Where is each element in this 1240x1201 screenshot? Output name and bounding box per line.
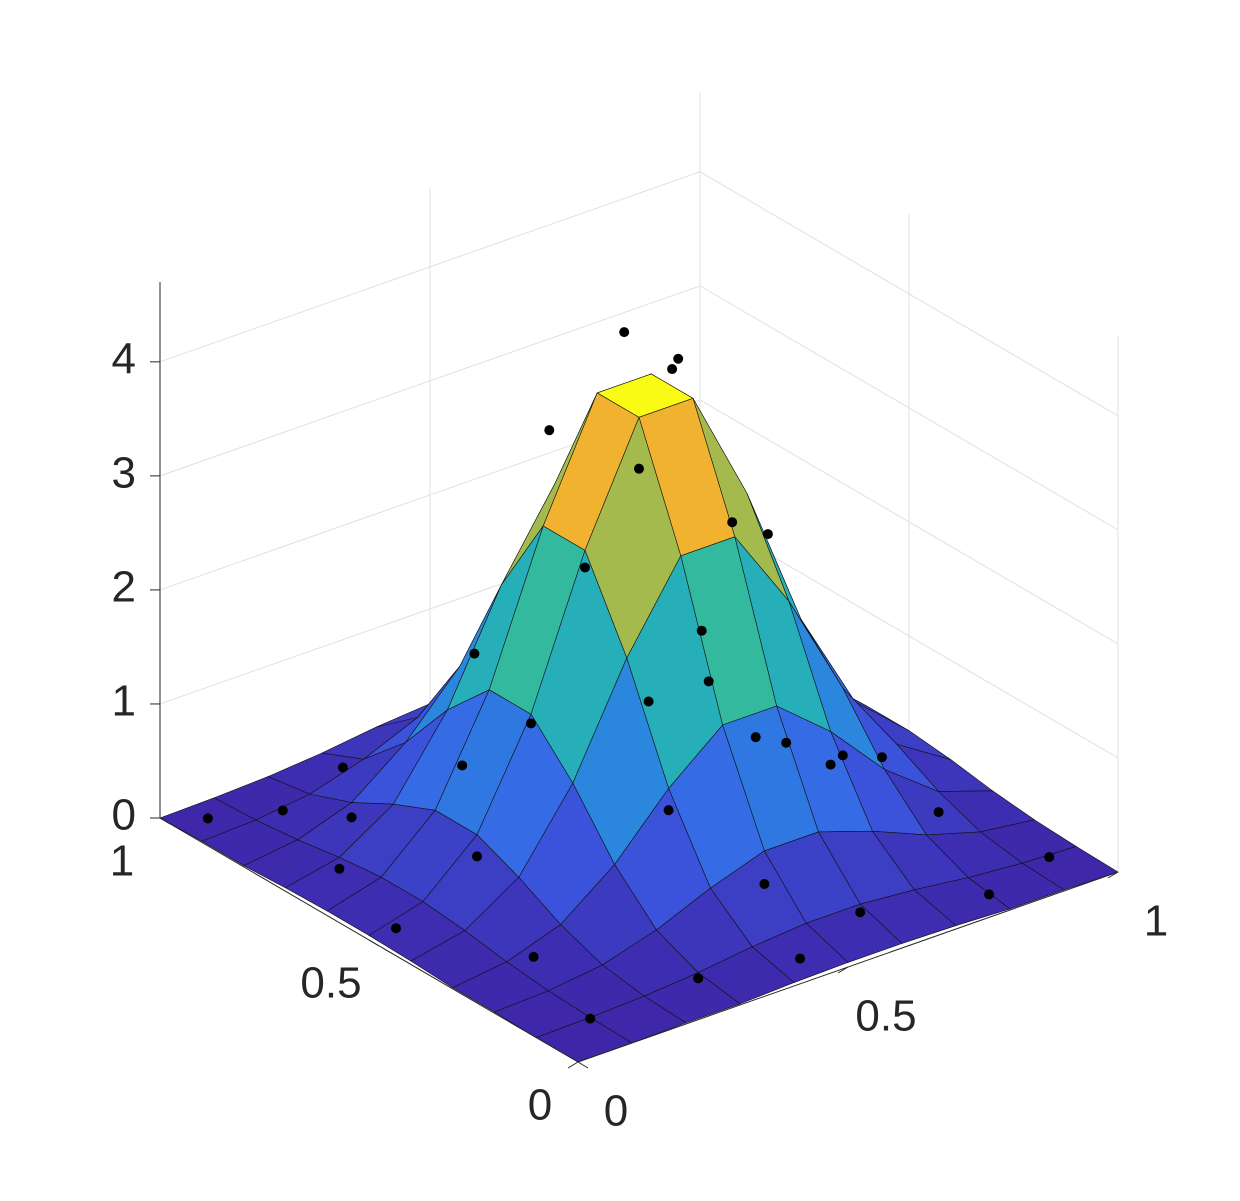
- y-tick: [368, 939, 380, 947]
- z-tick-label: 1: [112, 677, 136, 726]
- data-point: [334, 863, 345, 874]
- data-point: [619, 327, 630, 338]
- x-tick: [837, 966, 849, 974]
- y-tick: [159, 817, 171, 825]
- z-tick-label: 0: [112, 791, 136, 840]
- z-tick-label: 3: [112, 448, 136, 497]
- data-point: [795, 953, 806, 964]
- data-point: [984, 889, 995, 900]
- data-point: [337, 762, 348, 773]
- data-point: [472, 851, 482, 862]
- data-point: [877, 752, 887, 763]
- data-point: [667, 364, 678, 375]
- data-point: [933, 807, 944, 818]
- x-tick-label: 1: [1144, 897, 1168, 946]
- x-tick: [1107, 871, 1119, 879]
- data-point: [750, 732, 761, 743]
- data-point: [759, 878, 770, 889]
- data-point: [696, 625, 707, 636]
- data-point: [346, 812, 357, 823]
- x-tick-label: 0.5: [855, 992, 916, 1041]
- data-point: [855, 907, 866, 918]
- data-point: [762, 529, 773, 540]
- data-point: [673, 353, 684, 364]
- y-tick-label: 1: [110, 837, 134, 886]
- x-tick: [567, 1061, 579, 1069]
- z-tick-label: 2: [112, 563, 136, 612]
- data-point: [703, 676, 714, 687]
- y-tick-label: 0: [528, 1081, 552, 1130]
- z-tick-label: 4: [112, 334, 136, 383]
- data-point: [544, 425, 555, 436]
- data-point: [457, 760, 468, 771]
- data-point: [585, 1013, 596, 1024]
- data-point: [634, 463, 644, 474]
- data-point: [837, 750, 848, 761]
- data-point: [727, 517, 738, 528]
- y-tick: [577, 1061, 589, 1069]
- data-point: [663, 805, 674, 816]
- data-point: [693, 973, 704, 984]
- data-point: [526, 718, 536, 729]
- data-point: [781, 737, 792, 748]
- data-point: [825, 759, 836, 770]
- y-tick-label: 0.5: [300, 959, 361, 1008]
- data-point: [469, 648, 480, 659]
- data-point: [580, 562, 590, 573]
- data-point: [277, 805, 288, 816]
- data-point: [202, 813, 213, 824]
- data-point: [1044, 852, 1055, 863]
- data-point: [643, 696, 654, 707]
- x-tick-label: 0: [604, 1087, 628, 1136]
- data-point: [391, 923, 401, 934]
- data-point: [528, 951, 539, 962]
